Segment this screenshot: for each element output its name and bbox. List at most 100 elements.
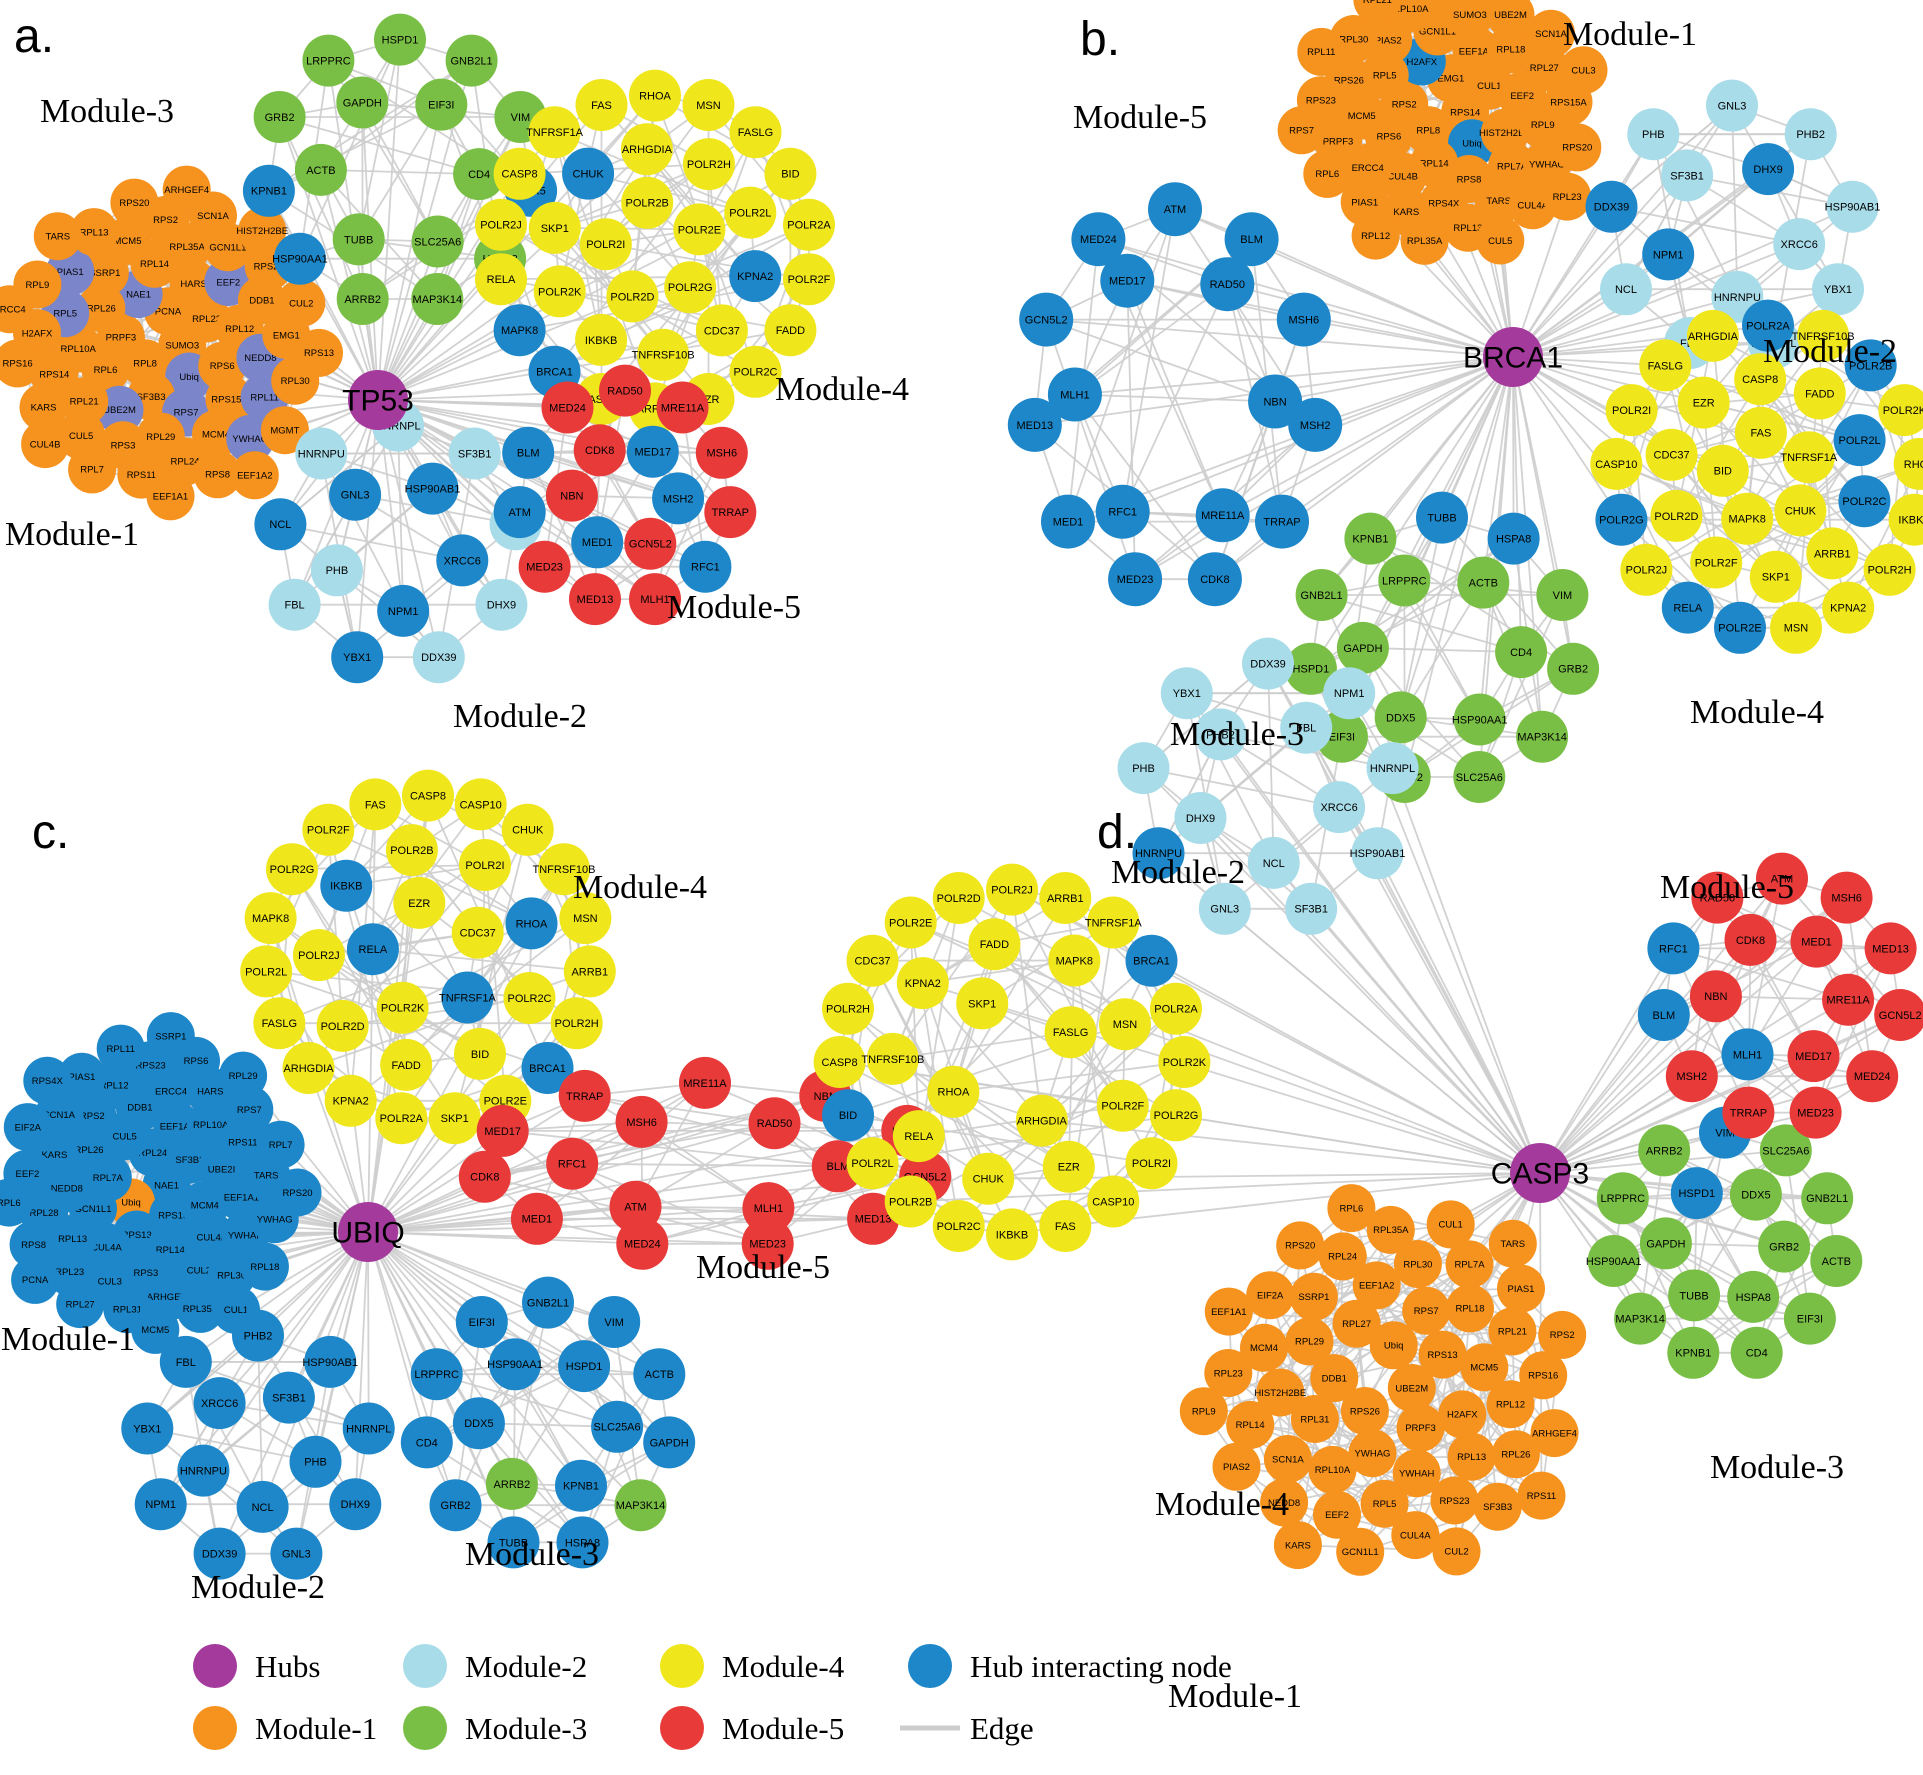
node-d-PIAS2[interactable] bbox=[1212, 1442, 1261, 1491]
node-a-POLR2F[interactable] bbox=[783, 253, 835, 306]
node-a-BID[interactable] bbox=[764, 147, 817, 200]
node-d-RPS26[interactable] bbox=[1340, 1387, 1389, 1435]
node-d-GCN5L2[interactable] bbox=[1874, 989, 1923, 1041]
node-b-TNFRSF10B[interactable] bbox=[1797, 309, 1850, 362]
node-b-POLR2J[interactable] bbox=[1620, 543, 1673, 596]
node-b-KPNB1[interactable] bbox=[1344, 512, 1397, 565]
node-b-BLM[interactable] bbox=[1224, 212, 1279, 267]
node-c-RPS4X[interactable] bbox=[23, 1056, 72, 1105]
node-c-HNRNPL[interactable] bbox=[342, 1402, 395, 1455]
node-a-EEF1A1[interactable] bbox=[146, 472, 195, 521]
node-a-CHUK[interactable] bbox=[562, 147, 615, 200]
node-b-POLR2E[interactable] bbox=[1714, 601, 1766, 654]
node-a-RPS13[interactable] bbox=[295, 328, 343, 377]
node-d-POLR2I[interactable] bbox=[1125, 1137, 1178, 1190]
node-c-SSRP1[interactable] bbox=[146, 1012, 195, 1061]
node-b-MAPK8[interactable] bbox=[1721, 492, 1774, 545]
node-c-XRCC6[interactable] bbox=[193, 1377, 246, 1430]
node-a-MRE11A[interactable] bbox=[656, 381, 709, 434]
node-d-PRPF3[interactable] bbox=[1396, 1403, 1445, 1452]
node-d-SSRP1[interactable] bbox=[1289, 1272, 1338, 1321]
node-d-RPL7A[interactable] bbox=[1445, 1240, 1494, 1289]
node-a-RPL13[interactable] bbox=[70, 208, 118, 257]
node-d-RPL31[interactable] bbox=[1290, 1395, 1339, 1443]
node-a-ARHGEF4[interactable] bbox=[162, 165, 211, 214]
node-a-MED23[interactable] bbox=[518, 540, 571, 593]
node-c-IKBKB[interactable] bbox=[320, 859, 373, 912]
node-b-MED24[interactable] bbox=[1071, 212, 1126, 267]
node-b-MSN[interactable] bbox=[1770, 601, 1822, 654]
node-d-RPS16[interactable] bbox=[1519, 1351, 1568, 1400]
node-c-HSP90AA1[interactable] bbox=[489, 1338, 541, 1391]
node-a-TUBB[interactable] bbox=[332, 213, 385, 266]
node-b-VIM[interactable] bbox=[1536, 569, 1589, 621]
node-b-NCL[interactable] bbox=[1600, 263, 1652, 316]
node-d-GAPDH[interactable] bbox=[1639, 1217, 1692, 1270]
node-a-ERCC4[interactable] bbox=[0, 285, 34, 334]
node-c-BRCA1[interactable] bbox=[521, 1042, 574, 1094]
node-b-RPL21[interactable] bbox=[1353, 0, 1402, 24]
node-a-CDC37[interactable] bbox=[695, 304, 748, 357]
node-c-RPL27[interactable] bbox=[56, 1280, 105, 1329]
node-b-GNB2L1[interactable] bbox=[1295, 569, 1348, 621]
node-a-FADD[interactable] bbox=[764, 304, 817, 357]
node-d-POLR2A[interactable] bbox=[1150, 982, 1202, 1035]
node-a-HSP90AA1[interactable] bbox=[273, 232, 326, 285]
hub-node-TP53[interactable] bbox=[348, 370, 408, 430]
node-b-CD4[interactable] bbox=[1495, 626, 1548, 679]
node-c-TUBB[interactable] bbox=[487, 1516, 540, 1569]
node-c-RPL7[interactable] bbox=[256, 1120, 305, 1169]
node-b-RAD50[interactable] bbox=[1200, 257, 1255, 312]
node-d-DDX5[interactable] bbox=[1729, 1168, 1782, 1221]
node-c-YBX1[interactable] bbox=[121, 1402, 174, 1455]
node-d-DHX9[interactable] bbox=[1174, 792, 1227, 844]
node-a-RPS16[interactable] bbox=[0, 339, 42, 388]
node-c-ACTB[interactable] bbox=[633, 1348, 686, 1401]
node-d-Ubiq[interactable] bbox=[1369, 1321, 1418, 1370]
node-a-POLR2E[interactable] bbox=[673, 203, 726, 256]
node-a-SLC25A6[interactable] bbox=[411, 215, 464, 268]
node-b-GCN5L2[interactable] bbox=[1019, 292, 1074, 347]
node-d-ARHGDIA[interactable] bbox=[1015, 1094, 1068, 1147]
node-c-POLR2D[interactable] bbox=[316, 999, 369, 1052]
node-b-RPS20[interactable] bbox=[1553, 123, 1602, 172]
node-b-SF3B1[interactable] bbox=[1661, 149, 1714, 202]
node-b-MRE11A[interactable] bbox=[1195, 488, 1250, 543]
node-c-POLR2J[interactable] bbox=[292, 929, 345, 982]
node-b-XRCC6[interactable] bbox=[1773, 218, 1826, 271]
node-d-MSH2[interactable] bbox=[1665, 1050, 1718, 1103]
node-b-POLR2I[interactable] bbox=[1605, 384, 1658, 437]
node-a-ARRB2[interactable] bbox=[336, 273, 389, 325]
node-a-MAPK8[interactable] bbox=[493, 304, 546, 357]
node-a-POLR2B[interactable] bbox=[621, 176, 674, 229]
node-c-GNL3[interactable] bbox=[270, 1527, 323, 1580]
node-d-NPM1[interactable] bbox=[1323, 667, 1376, 720]
node-c-MAP3K14[interactable] bbox=[614, 1479, 667, 1532]
node-a-MLH1[interactable] bbox=[629, 573, 681, 626]
node-b-RFC1[interactable] bbox=[1095, 484, 1150, 539]
node-a-MAP3K14[interactable] bbox=[411, 273, 464, 325]
node-d-XRCC6[interactable] bbox=[1313, 781, 1366, 834]
node-a-FASLG[interactable] bbox=[729, 106, 782, 159]
node-d-HIST2H2BE[interactable] bbox=[1256, 1368, 1305, 1417]
node-c-KPNA2[interactable] bbox=[324, 1074, 377, 1127]
node-d-DDB1[interactable] bbox=[1310, 1354, 1359, 1403]
node-a-KARS[interactable] bbox=[19, 383, 68, 432]
node-d-ATM[interactable] bbox=[1756, 852, 1808, 905]
node-c-BID[interactable] bbox=[454, 1027, 506, 1080]
node-c-FASLG[interactable] bbox=[253, 997, 306, 1050]
node-b-RPS11[interactable] bbox=[1425, 0, 1473, 12]
node-d-GCN1L1[interactable] bbox=[1336, 1527, 1385, 1576]
node-d-RPL35A[interactable] bbox=[1366, 1205, 1415, 1254]
node-b-PHB2[interactable] bbox=[1784, 108, 1837, 161]
node-d-POLR2K[interactable] bbox=[1158, 1036, 1211, 1088]
node-d-RPL18[interactable] bbox=[1446, 1284, 1494, 1333]
node-a-SF3B1[interactable] bbox=[448, 427, 501, 480]
node-c-MRE11A[interactable] bbox=[679, 1056, 731, 1109]
node-d-ARHGEF4[interactable] bbox=[1530, 1409, 1579, 1458]
node-a-HIST2H2BE[interactable] bbox=[238, 206, 287, 255]
node-b-POLR2K[interactable] bbox=[1878, 384, 1923, 437]
node-b-MSH2[interactable] bbox=[1288, 397, 1343, 452]
node-b-ATM[interactable] bbox=[1148, 182, 1202, 237]
node-b-MAP3K14[interactable] bbox=[1516, 710, 1569, 763]
